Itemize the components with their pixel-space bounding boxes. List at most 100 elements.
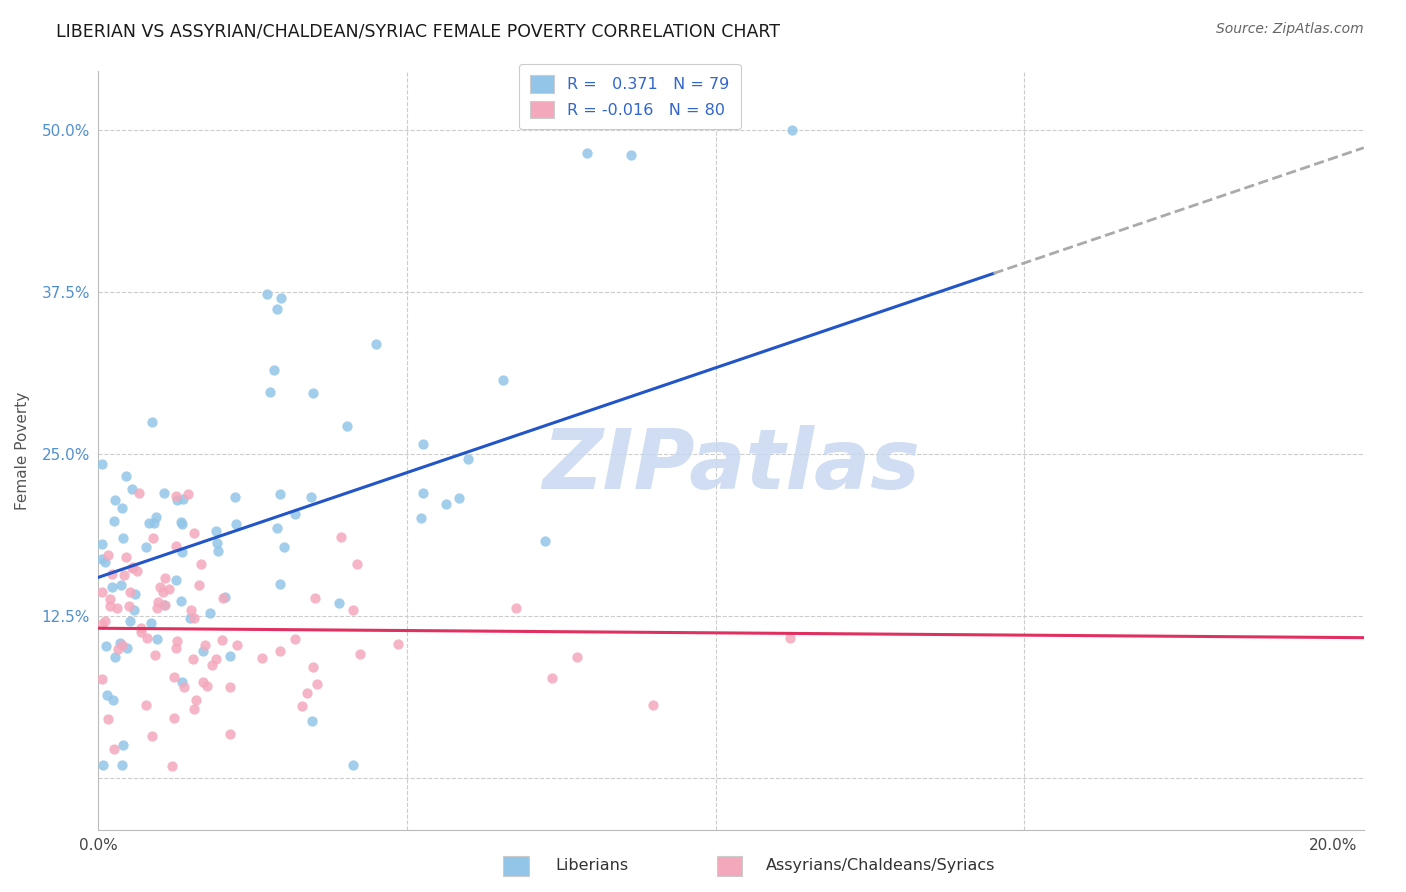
Point xyxy=(284,632,307,646)
Point xyxy=(93,555,115,569)
Point xyxy=(104,650,127,665)
Point xyxy=(641,698,664,712)
Point xyxy=(191,674,214,689)
Point xyxy=(141,729,163,743)
Point xyxy=(122,603,145,617)
Point xyxy=(96,639,118,653)
Point xyxy=(162,759,184,773)
Point xyxy=(122,560,145,574)
Point xyxy=(111,638,134,652)
Point xyxy=(129,625,152,640)
Point xyxy=(269,486,291,500)
Point xyxy=(567,649,589,664)
Point xyxy=(301,714,323,729)
Point xyxy=(163,669,186,683)
Point xyxy=(149,580,172,594)
Point xyxy=(121,483,143,497)
Point xyxy=(342,603,364,617)
Point xyxy=(412,437,434,451)
Point xyxy=(576,146,599,161)
Point xyxy=(170,516,193,531)
Point xyxy=(782,122,804,136)
Point xyxy=(141,416,163,430)
Point xyxy=(212,591,235,605)
Point xyxy=(183,526,205,541)
Point xyxy=(266,301,288,316)
Point xyxy=(142,531,165,545)
Point xyxy=(143,648,166,662)
Point xyxy=(173,680,195,694)
Point xyxy=(449,491,471,505)
Point xyxy=(165,573,187,587)
Point xyxy=(146,601,169,615)
Point xyxy=(195,679,218,693)
Point xyxy=(103,514,125,528)
Point xyxy=(434,497,457,511)
Point xyxy=(121,561,143,575)
Point xyxy=(273,541,295,555)
Point xyxy=(157,582,180,597)
Point xyxy=(138,516,160,531)
Point xyxy=(329,530,352,544)
Point xyxy=(90,584,112,599)
Point xyxy=(181,652,204,666)
Point xyxy=(94,615,117,629)
Point xyxy=(90,537,112,551)
Point xyxy=(198,606,221,620)
Text: LIBERIAN VS ASSYRIAN/CHALDEAN/SYRIAC FEMALE POVERTY CORRELATION CHART: LIBERIAN VS ASSYRIAN/CHALDEAN/SYRIAC FEM… xyxy=(56,22,780,40)
Point xyxy=(134,698,156,712)
Point xyxy=(166,493,188,508)
Point xyxy=(115,640,138,655)
Point xyxy=(172,675,194,690)
Point xyxy=(118,585,141,599)
Point xyxy=(98,599,121,613)
Point xyxy=(269,576,291,591)
Point xyxy=(269,644,291,658)
Point xyxy=(194,639,217,653)
Point xyxy=(183,611,205,625)
Point xyxy=(188,577,211,591)
Point xyxy=(152,585,174,599)
Point xyxy=(205,535,228,549)
Point xyxy=(148,595,170,609)
Point xyxy=(101,567,124,582)
Point xyxy=(180,603,202,617)
Point xyxy=(328,596,350,610)
Text: Source: ZipAtlas.com: Source: ZipAtlas.com xyxy=(1216,22,1364,37)
Point xyxy=(219,680,242,694)
Point xyxy=(387,637,409,651)
Point xyxy=(183,702,205,716)
Point xyxy=(115,469,138,483)
Point xyxy=(118,599,141,613)
Point xyxy=(120,615,142,629)
Point xyxy=(214,590,236,604)
Point xyxy=(90,457,112,471)
Point xyxy=(492,373,515,387)
Point xyxy=(349,647,371,661)
Point xyxy=(457,451,479,466)
Text: Liberians: Liberians xyxy=(555,858,628,872)
Point xyxy=(412,485,434,500)
Point xyxy=(135,540,157,554)
Point xyxy=(166,634,188,648)
Point xyxy=(165,539,187,553)
Point xyxy=(110,578,132,592)
Point xyxy=(307,677,329,691)
Point xyxy=(304,591,326,606)
Point xyxy=(172,491,194,506)
Point xyxy=(266,520,288,534)
Point xyxy=(252,651,274,665)
Point xyxy=(205,524,228,538)
Point xyxy=(211,632,233,647)
Point xyxy=(226,638,249,652)
Point xyxy=(101,580,124,594)
Point xyxy=(105,601,128,615)
Point xyxy=(124,587,146,601)
Point xyxy=(224,490,246,504)
Point xyxy=(96,688,118,702)
Point xyxy=(336,419,359,434)
Point xyxy=(177,487,200,501)
Point xyxy=(110,500,132,515)
Point xyxy=(299,490,322,504)
Point xyxy=(153,486,176,500)
